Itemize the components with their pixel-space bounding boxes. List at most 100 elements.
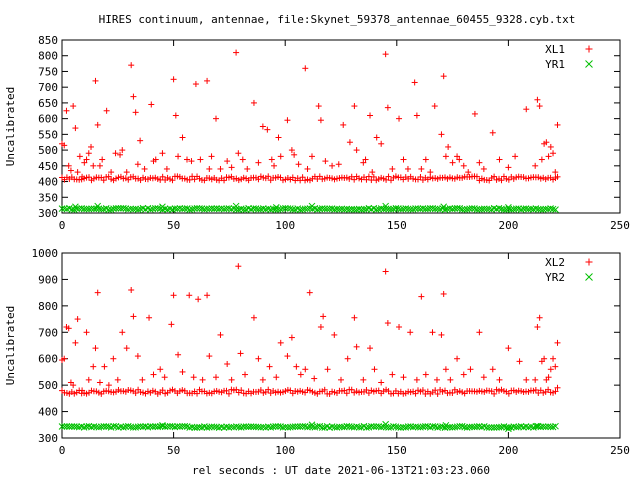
data-point	[289, 423, 297, 431]
data-point	[399, 205, 407, 213]
data-point	[205, 205, 213, 213]
data-point	[271, 162, 278, 169]
data-point	[235, 206, 243, 213]
data-point	[456, 156, 463, 163]
data-point	[449, 159, 456, 166]
data-point	[554, 339, 561, 346]
data-point	[194, 390, 201, 397]
data-point	[66, 423, 73, 430]
data-point	[192, 81, 199, 88]
data-point	[284, 353, 291, 360]
data-point	[343, 390, 350, 397]
data-point	[480, 374, 487, 381]
data-point	[473, 173, 480, 180]
y-tick-label: 450	[38, 160, 58, 173]
data-point	[163, 165, 170, 172]
data-point	[152, 156, 159, 163]
x-tick-label: 50	[167, 219, 180, 232]
data-point	[422, 156, 429, 163]
data-point	[544, 205, 552, 213]
data-point	[419, 387, 426, 394]
data-point	[488, 424, 496, 431]
data-point	[161, 374, 168, 381]
data-point	[279, 424, 287, 431]
data-point	[434, 390, 441, 397]
data-point	[338, 205, 346, 213]
data-point	[505, 345, 512, 352]
data-point	[63, 107, 70, 114]
data-point	[382, 268, 389, 275]
data-point	[461, 423, 469, 431]
y-tick-label: 550	[38, 128, 58, 141]
data-point	[384, 320, 391, 327]
data-point	[543, 139, 550, 146]
data-point	[351, 176, 358, 183]
y-tick-label: 750	[38, 65, 58, 78]
data-point	[483, 424, 491, 431]
data-point	[117, 423, 125, 431]
data-point	[375, 205, 383, 213]
data-point	[382, 420, 389, 428]
data-point	[86, 174, 93, 181]
data-point	[139, 376, 146, 383]
series-XL2	[59, 263, 561, 397]
data-point	[255, 159, 262, 166]
data-point	[128, 287, 135, 293]
data-point	[385, 173, 392, 180]
data-point	[449, 390, 456, 397]
legend-marker	[585, 273, 593, 281]
data-point	[495, 204, 503, 212]
data-point	[422, 371, 429, 378]
data-point	[61, 355, 68, 362]
data-point	[465, 169, 472, 176]
data-point	[117, 205, 125, 212]
data-point	[245, 423, 252, 431]
x-tick-label: 200	[498, 444, 518, 457]
data-point	[208, 205, 216, 212]
data-point	[552, 422, 559, 430]
series-XL1	[59, 49, 561, 184]
data-point	[81, 159, 88, 166]
data-point	[225, 424, 233, 431]
data-point	[259, 123, 266, 130]
data-point	[137, 137, 144, 144]
data-point	[412, 390, 419, 397]
data-point	[262, 424, 270, 431]
data-point	[103, 107, 110, 114]
data-point	[120, 424, 127, 431]
data-point	[233, 49, 240, 56]
data-point	[541, 355, 548, 362]
data-point	[538, 156, 545, 163]
data-point	[417, 205, 424, 213]
data-point	[132, 205, 140, 213]
data-point	[377, 423, 385, 431]
data-point	[244, 165, 251, 172]
data-point	[542, 423, 550, 431]
data-point	[291, 423, 299, 430]
data-point	[250, 99, 257, 106]
data-point	[195, 296, 202, 303]
data-point	[101, 363, 108, 370]
data-point	[110, 422, 117, 430]
data-point	[496, 156, 503, 163]
data-point	[284, 117, 291, 124]
data-point	[265, 386, 272, 393]
y-tick-label: 400	[38, 406, 58, 419]
data-point	[329, 162, 336, 169]
data-point	[150, 371, 157, 378]
data-point	[299, 174, 306, 181]
data-point	[197, 156, 204, 163]
data-point	[335, 161, 342, 168]
data-point	[272, 206, 279, 213]
data-point	[478, 205, 486, 213]
data-point	[476, 423, 483, 430]
data-point	[552, 206, 559, 213]
data-point	[489, 366, 496, 373]
data-point	[440, 290, 447, 297]
data-point	[183, 156, 190, 163]
data-point	[460, 371, 467, 378]
data-point	[124, 422, 132, 430]
data-point	[181, 422, 189, 430]
data-point	[242, 371, 249, 378]
